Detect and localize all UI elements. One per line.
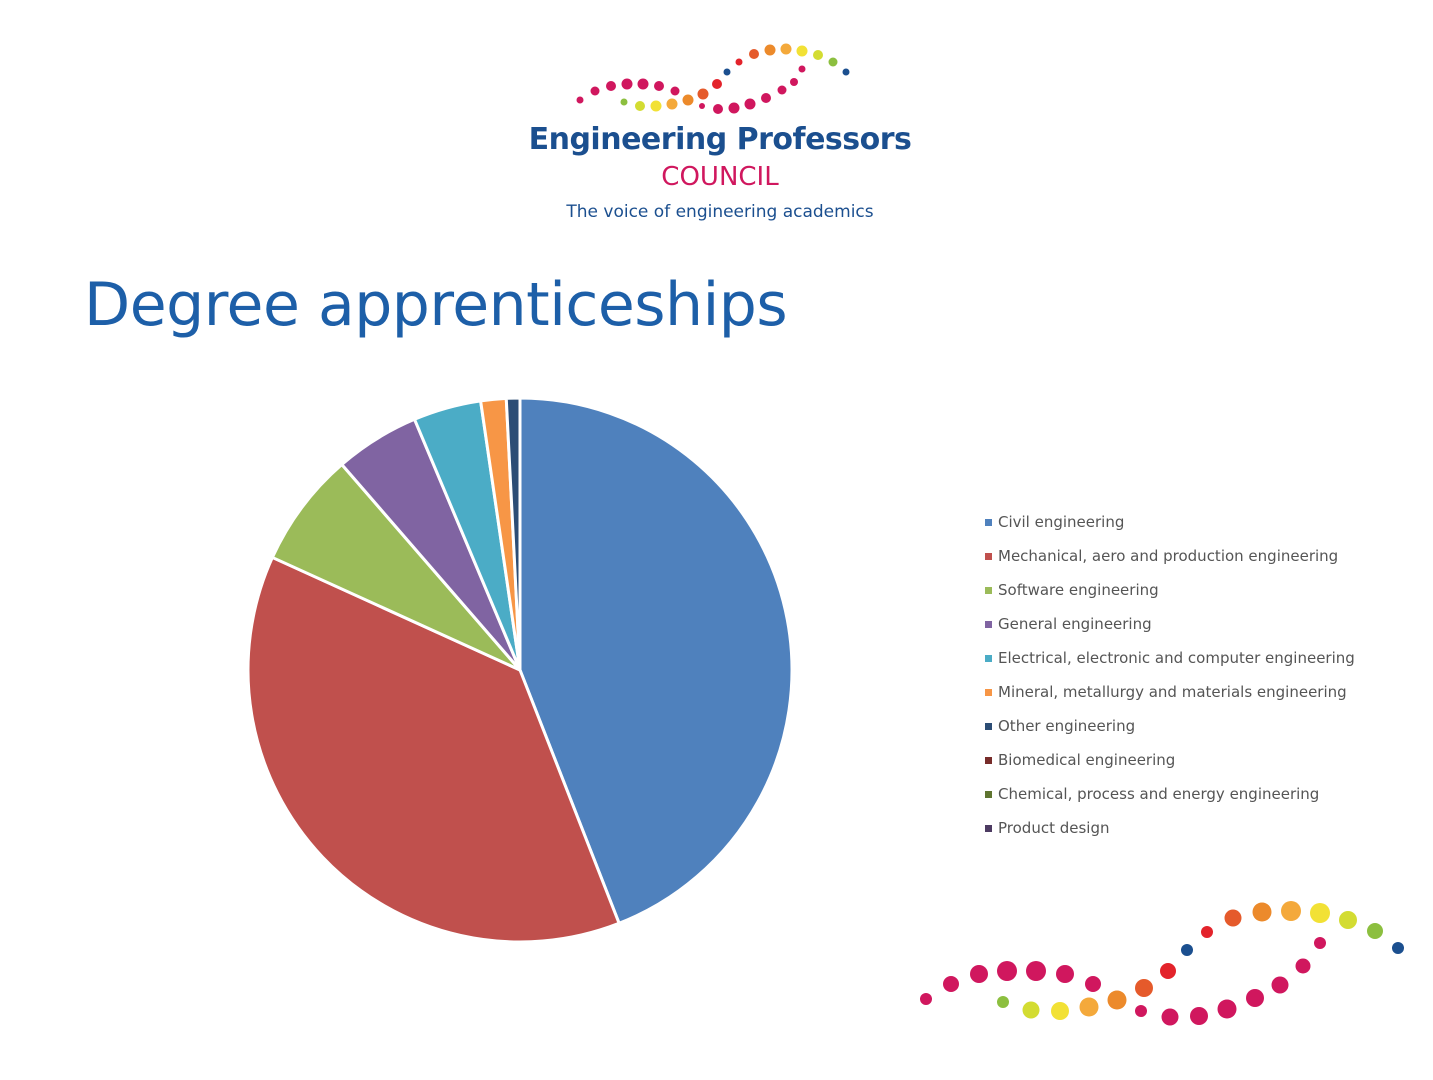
legend-swatch xyxy=(985,824,992,832)
legend-item: Product design xyxy=(985,811,1425,845)
logo-council: COUNCIL xyxy=(661,162,779,192)
pie-slice-1 xyxy=(246,555,621,944)
logo-tagline: The voice of engineering academics xyxy=(566,202,874,222)
legend-label: Mineral, metallurgy and materials engine… xyxy=(998,683,1347,701)
logo-dots-graphic xyxy=(576,43,850,114)
legend-item: Chemical, process and energy engineering xyxy=(985,777,1425,811)
epc-logo: Engineering Professors COUNCIL The voice… xyxy=(520,30,920,230)
legend-label: Software engineering xyxy=(998,581,1159,599)
legend-item: Mechanical, aero and production engineer… xyxy=(985,539,1425,573)
legend-swatch xyxy=(985,586,992,594)
chart-legend: Civil engineering Mechanical, aero and pr… xyxy=(985,505,1425,845)
pie-slice-0 xyxy=(518,396,794,925)
legend-label: Civil engineering xyxy=(998,513,1125,531)
legend-label: Electrical, electronic and computer engi… xyxy=(998,649,1355,667)
legend-label: General engineering xyxy=(998,615,1152,633)
legend-swatch xyxy=(985,756,992,764)
legend-label: Chemical, process and energy engineering xyxy=(998,785,1320,803)
legend-swatch xyxy=(985,552,992,560)
pie-slice-2 xyxy=(270,462,522,672)
legend-item: Software engineering xyxy=(985,573,1425,607)
legend-item: Mineral, metallurgy and materials engine… xyxy=(985,675,1425,709)
legend-swatch xyxy=(985,654,992,662)
legend-swatch xyxy=(985,518,992,526)
legend-swatch xyxy=(985,688,992,696)
decorative-dots xyxy=(920,901,1404,1026)
legend-swatch xyxy=(985,620,992,628)
legend-label: Product design xyxy=(998,819,1110,837)
pie-slice-6 xyxy=(504,396,522,672)
logo-name: Engineering Professors xyxy=(528,122,912,157)
legend-swatch xyxy=(985,790,992,798)
pie-chart xyxy=(246,396,794,944)
legend-item: Other engineering xyxy=(985,709,1425,743)
legend-item: Civil engineering xyxy=(985,505,1425,539)
legend-item: Biomedical engineering xyxy=(985,743,1425,777)
legend-item: Electrical, electronic and computer engi… xyxy=(985,641,1425,675)
legend-item: General engineering xyxy=(985,607,1425,641)
legend-label: Other engineering xyxy=(998,717,1136,735)
legend-swatch xyxy=(985,722,992,730)
legend-label: Biomedical engineering xyxy=(998,751,1176,769)
legend-label: Mechanical, aero and production engineer… xyxy=(998,547,1339,565)
slide-title: Degree apprenticeships xyxy=(84,270,788,340)
